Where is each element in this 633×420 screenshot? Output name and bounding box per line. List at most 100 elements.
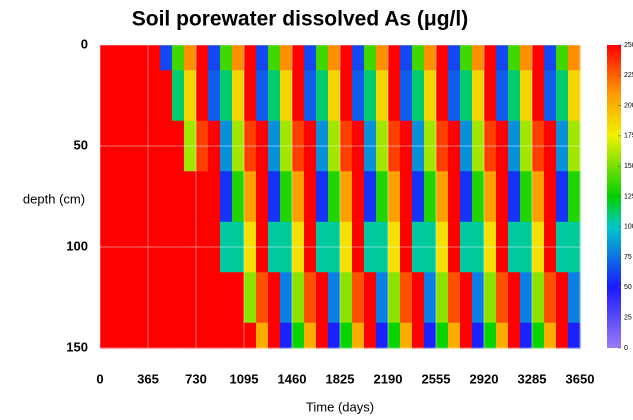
- heatmap-cell: [268, 70, 281, 122]
- heatmap-cell: [136, 120, 149, 172]
- heatmap-cell: [148, 221, 161, 273]
- heatmap-cell: [412, 322, 425, 349]
- x-tick-label: 2920: [470, 371, 499, 386]
- heatmap-cell: [124, 45, 137, 71]
- heatmap-cell: [544, 322, 557, 349]
- heatmap-cell: [376, 171, 389, 223]
- heatmap-cell: [496, 221, 509, 273]
- heatmap-cell: [292, 272, 305, 324]
- heatmap-cell: [388, 322, 401, 349]
- heatmap-cell: [364, 45, 377, 71]
- heatmap-cell: [556, 171, 569, 223]
- heatmap-cell: [136, 171, 149, 223]
- heatmap-cell: [328, 120, 341, 172]
- heatmap-cell: [124, 171, 137, 223]
- heatmap-cell: [136, 70, 149, 122]
- heatmap-cell: [376, 70, 389, 122]
- x-tick-label: 730: [185, 371, 207, 386]
- heatmap-cell: [568, 70, 581, 122]
- heatmap-cell: [244, 120, 257, 172]
- heatmap-cell: [124, 272, 137, 324]
- heatmap-cell: [220, 322, 233, 349]
- x-tick-label: 1825: [326, 371, 355, 386]
- heatmap-cell: [460, 70, 473, 122]
- heatmap-cell: [568, 272, 581, 324]
- heatmap-cell: [568, 120, 581, 172]
- heatmap-cell: [304, 221, 317, 273]
- heatmap-cell: [352, 171, 365, 223]
- heatmap-cell: [328, 221, 341, 273]
- heatmap-cell: [232, 322, 245, 349]
- heatmap-cell: [352, 120, 365, 172]
- heatmap-cell: [208, 120, 221, 172]
- heatmap-cell: [412, 120, 425, 172]
- heatmap-cell: [544, 70, 557, 122]
- heatmap-cell: [196, 45, 209, 71]
- heatmap-cell: [400, 45, 413, 71]
- heatmap-cell: [436, 221, 449, 273]
- heatmap-cell: [112, 45, 125, 71]
- heatmap-cell: [280, 171, 293, 223]
- heatmap-cell: [184, 120, 197, 172]
- heatmap-cell: [208, 45, 221, 71]
- heatmap-cell: [172, 120, 185, 172]
- colorbar-tick-label: 100: [624, 224, 633, 231]
- heatmap-cell: [196, 171, 209, 223]
- heatmap-cell: [472, 322, 485, 349]
- heatmap-cell: [148, 45, 161, 71]
- heatmap-cell: [448, 120, 461, 172]
- heatmap-cell: [316, 272, 329, 324]
- heatmap-cell: [292, 70, 305, 122]
- heatmap-cell: [520, 45, 533, 71]
- heatmap-cell: [232, 221, 245, 273]
- heatmap-cell: [484, 45, 497, 71]
- heatmap-cell: [412, 272, 425, 324]
- heatmap-cell: [340, 221, 353, 273]
- heatmap-cell: [532, 221, 545, 273]
- heatmap-cell: [340, 70, 353, 122]
- heatmap-cell: [100, 45, 113, 71]
- heatmap-cell: [112, 322, 125, 349]
- heatmap-cell: [208, 221, 221, 273]
- heatmap-cell: [160, 322, 173, 349]
- heatmap-cell: [544, 171, 557, 223]
- heatmap-cell: [172, 221, 185, 273]
- heatmap-cell: [268, 272, 281, 324]
- heatmap-cell: [484, 221, 497, 273]
- heatmap-cell: [208, 70, 221, 122]
- heatmap-cell: [388, 272, 401, 324]
- heatmap-cell: [520, 322, 533, 349]
- heatmap-cell: [448, 45, 461, 71]
- heatmap-cell: [388, 45, 401, 71]
- heatmap-cell: [136, 322, 149, 349]
- heatmap-cell: [100, 221, 113, 273]
- heatmap-cell: [208, 322, 221, 349]
- heatmap-cell: [352, 221, 365, 273]
- heatmap-cell: [232, 120, 245, 172]
- heatmap-cell: [388, 171, 401, 223]
- heatmap-cell: [436, 120, 449, 172]
- heatmap-cell: [340, 120, 353, 172]
- heatmap-cell: [328, 322, 341, 349]
- heatmap-cell: [196, 272, 209, 324]
- heatmap-cell: [400, 221, 413, 273]
- heatmap-cell: [232, 272, 245, 324]
- heatmap: [100, 45, 581, 349]
- heatmap-cell: [556, 272, 569, 324]
- heatmap-cell: [100, 272, 113, 324]
- heatmap-cell: [256, 322, 269, 349]
- heatmap-cell: [352, 70, 365, 122]
- heatmap-cell: [280, 45, 293, 71]
- heatmap-cell: [388, 70, 401, 122]
- heatmap-cell: [508, 45, 521, 71]
- heatmap-cell: [400, 70, 413, 122]
- heatmap-cell: [112, 221, 125, 273]
- heatmap-cell: [256, 120, 269, 172]
- heatmap-cell: [424, 272, 437, 324]
- heatmap-cell: [196, 322, 209, 349]
- heatmap-cell: [160, 120, 173, 172]
- heatmap-cell: [292, 322, 305, 349]
- heatmap-cell: [556, 70, 569, 122]
- heatmap-cell: [160, 272, 173, 324]
- heatmap-cell: [496, 120, 509, 172]
